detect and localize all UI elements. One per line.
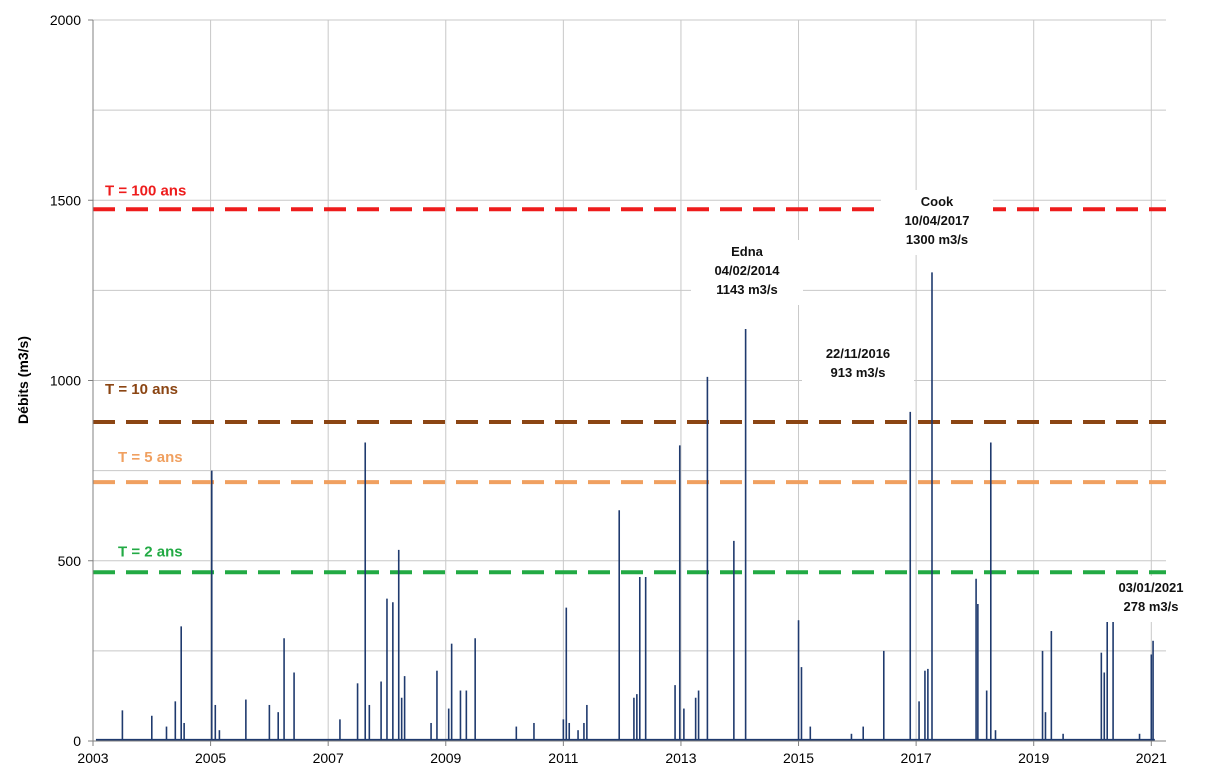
annotation-text: Cook xyxy=(921,194,954,209)
annotation-box xyxy=(881,190,993,255)
annotation-text: 1143 m3/s xyxy=(716,282,777,297)
annotation: Edna 04/02/2014 1143 m3/s xyxy=(691,240,803,305)
y-tick-label: 500 xyxy=(58,553,82,569)
annotation-text: 278 m3/s xyxy=(1124,599,1179,614)
y-tick-label: 1500 xyxy=(50,192,81,208)
annotation-box xyxy=(1095,576,1207,622)
annotation-text: 913 m3/s xyxy=(831,365,886,380)
annotation-text: 22/11/2016 xyxy=(826,346,890,361)
y-tick-label: 1000 xyxy=(50,373,81,389)
annotation: 03/01/2021 278 m3/s xyxy=(1095,576,1207,622)
annotation: Cook 10/04/2017 1300 m3/s xyxy=(881,190,993,255)
return-period-label: T = 2 ans xyxy=(118,543,183,560)
annotation-box xyxy=(691,240,803,305)
annotation-text: Edna xyxy=(731,244,764,259)
grid xyxy=(93,19,1166,741)
x-tick-label: 2007 xyxy=(313,750,344,766)
return-period-lines: T = 100 ans T = 10 ans T = 5 ans T = 2 ans xyxy=(93,182,1166,575)
x-tick-label: 2019 xyxy=(1018,750,1049,766)
annotation: 22/11/2016 913 m3/s xyxy=(802,342,914,388)
x-tick-label: 2015 xyxy=(783,750,814,766)
x-tick-label: 2003 xyxy=(77,750,108,766)
annotation-text: 04/02/2014 xyxy=(714,263,780,278)
x-tick-label: 2009 xyxy=(430,750,461,766)
x-tick-label: 2011 xyxy=(548,750,578,766)
annotations: Edna 04/02/2014 1143 m3/s Cook 10/04/2017 130… xyxy=(691,190,1207,622)
return-period-label: T = 10 ans xyxy=(105,381,178,398)
x-tick-label: 2005 xyxy=(195,750,226,766)
y-tick-label: 2000 xyxy=(50,12,81,28)
return-period-label: T = 5 ans xyxy=(118,449,183,466)
discharge-series xyxy=(95,272,1155,741)
annotation-text: 03/01/2021 xyxy=(1118,580,1183,595)
x-tick-label: 2013 xyxy=(665,750,696,766)
y-tick-label: 0 xyxy=(73,733,81,749)
axes: 0 500 1000 1500 2000 2003 2005 2007 2009 2011 2013… xyxy=(50,12,1167,766)
annotation-box xyxy=(802,342,914,388)
y-axis-label: Débits (m3/s) xyxy=(15,336,31,424)
annotation-text: 1300 m3/s xyxy=(906,232,968,247)
annotation-text: 10/04/2017 xyxy=(904,213,969,228)
x-tick-label: 2017 xyxy=(901,750,932,766)
return-period-label: T = 100 ans xyxy=(105,182,186,199)
x-tick-label: 2021 xyxy=(1136,750,1167,766)
